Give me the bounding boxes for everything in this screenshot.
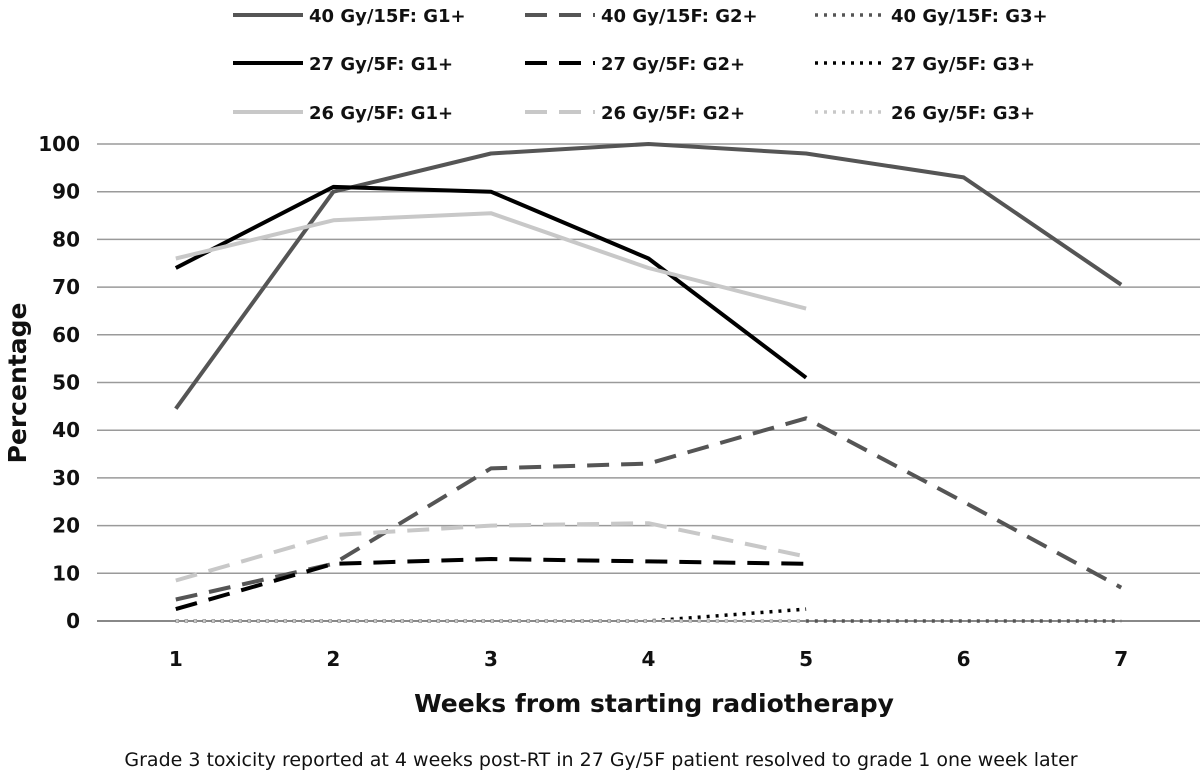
series-line-26-gy-5f-g1 — [175, 211, 807, 311]
legend-label: 26 Gy/5F: G1+ — [309, 103, 453, 124]
y-tick-label: 30 — [52, 466, 80, 490]
y-tick-label: 60 — [52, 323, 80, 347]
y-tick-label: 100 — [38, 132, 80, 156]
legend-label: 40 Gy/15F: G1+ — [309, 6, 466, 27]
legend-label: 26 Gy/5F: G3+ — [891, 103, 1035, 124]
legend-label: 27 Gy/5F: G3+ — [891, 54, 1035, 75]
legend-label: 27 Gy/5F: G1+ — [309, 54, 453, 75]
y-tick-label: 70 — [52, 275, 80, 299]
x-tick-label: 1 — [169, 647, 183, 671]
x-tick-label: 7 — [1114, 647, 1128, 671]
x-tick-label: 2 — [326, 647, 340, 671]
y-tick-label: 10 — [52, 561, 80, 585]
footnote: Grade 3 toxicity reported at 4 weeks pos… — [124, 749, 1077, 771]
y-tick-label: 80 — [52, 227, 80, 251]
x-tick-label: 5 — [799, 647, 813, 671]
series-line-40-gy-15f-g2 — [175, 416, 1123, 602]
series-lines — [174, 142, 1123, 623]
legend-label: 40 Gy/15F: G2+ — [601, 6, 758, 27]
y-tick-label: 0 — [66, 609, 80, 633]
y-tick-label: 40 — [52, 418, 80, 442]
series-line-27-gy-5f-g3 — [175, 607, 807, 623]
y-tick-label: 20 — [52, 514, 80, 538]
legend-label: 40 Gy/15F: G3+ — [891, 6, 1048, 27]
x-tick-label: 3 — [484, 647, 498, 671]
y-axis-title: Percentage — [3, 303, 32, 464]
legend-label: 27 Gy/5F: G2+ — [601, 54, 745, 75]
legend-label: 26 Gy/5F: G2+ — [601, 103, 745, 124]
series-line-40-gy-15f-g1 — [174, 142, 1123, 410]
series-line-27-gy-5f-g1 — [174, 184, 808, 380]
x-tick-labels: 1 2 3 4 5 6 7 — [169, 647, 1128, 671]
x-tick-label: 6 — [957, 647, 971, 671]
y-tick-label: 50 — [52, 371, 80, 395]
x-tick-label: 4 — [642, 647, 656, 671]
y-tick-labels: 0 10 20 30 40 50 60 70 80 90 100 — [38, 132, 80, 633]
series-line-26-gy-5f-g2 — [175, 521, 807, 583]
series-line-27-gy-5f-g2 — [175, 557, 807, 612]
x-axis-title: Weeks from starting radiotherapy — [414, 689, 894, 718]
gridlines — [97, 143, 1200, 622]
y-tick-label: 90 — [52, 180, 80, 204]
legend: 40 Gy/15F: G1+ 40 Gy/15F: G2+ 40 Gy/15F: G… — [233, 6, 1048, 124]
